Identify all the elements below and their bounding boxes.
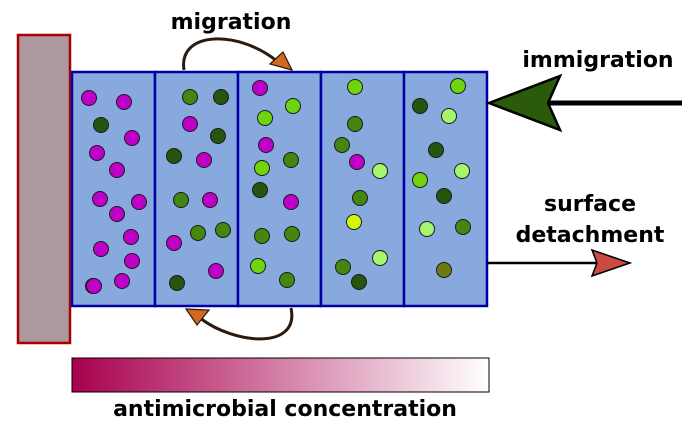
cell-dark-green: [213, 89, 229, 105]
cell-mid-green: [334, 137, 350, 153]
bacterial-cells: [81, 78, 471, 294]
cell-bright-green: [250, 258, 266, 274]
cell-magenta: [166, 235, 182, 251]
cell-magenta: [81, 90, 97, 106]
cell-magenta: [114, 273, 130, 289]
cell-dark-green: [436, 188, 452, 204]
cell-mid-green: [455, 219, 471, 235]
cell-magenta: [182, 116, 198, 132]
cell-dark-green: [169, 275, 185, 291]
cell-magenta: [349, 154, 365, 170]
cell-mid-green: [352, 190, 368, 206]
cell-bright-green: [347, 79, 363, 95]
immigration-label: immigration: [522, 48, 673, 73]
cell-bright-green: [257, 110, 273, 126]
cell-dark-green: [166, 148, 182, 164]
cell-magenta: [196, 152, 212, 168]
cell-dark-green: [93, 117, 109, 133]
cell-magenta: [93, 241, 109, 257]
cell-dark-green: [210, 128, 226, 144]
cell-magenta: [92, 191, 108, 207]
cell-bright-green: [412, 172, 428, 188]
cell-magenta: [109, 162, 125, 178]
cell-magenta: [123, 229, 139, 245]
cell-mid-green: [279, 272, 295, 288]
cell-mid-green: [283, 152, 299, 168]
cell-magenta: [124, 130, 140, 146]
cell-bright-green: [285, 98, 301, 114]
cell-mid-green: [347, 116, 363, 132]
cell-olive: [436, 262, 452, 278]
cell-light-green: [419, 221, 435, 237]
cell-magenta: [131, 194, 147, 210]
migration-arrow-bottom: [184, 307, 294, 341]
cell-bright-green: [450, 78, 466, 94]
cell-mid-green: [182, 89, 198, 105]
migration-arrow-top: [182, 37, 294, 71]
cell-dark-green: [428, 142, 444, 158]
cell-magenta: [86, 278, 102, 294]
compartment-1: [70, 70, 157, 308]
cell-magenta: [202, 192, 218, 208]
cell-mid-green: [254, 228, 270, 244]
cell-magenta: [258, 137, 274, 153]
cell-dark-green: [351, 274, 367, 290]
cell-dark-green: [412, 98, 428, 114]
immigration-arrow: [485, 73, 682, 133]
cell-mid-green: [190, 225, 206, 241]
cell-mid-green: [284, 226, 300, 242]
cell-bright-green: [254, 160, 270, 176]
cell-light-green: [454, 163, 470, 179]
surface-substrate: [16, 33, 72, 345]
cell-light-green: [372, 250, 388, 266]
cell-light-green: [441, 108, 457, 124]
cell-mid-green: [215, 222, 231, 238]
cell-light-green: [372, 163, 388, 179]
cell-magenta: [283, 194, 299, 210]
cell-magenta: [208, 263, 224, 279]
cell-magenta: [109, 206, 125, 222]
compartment-2: [153, 70, 240, 308]
surface-detachment-label-line1: surface: [544, 192, 636, 217]
compartment-4: [319, 70, 406, 308]
cell-dark-green: [252, 182, 268, 198]
cell-mid-green: [173, 192, 189, 208]
cell-magenta: [252, 80, 268, 96]
cell-magenta: [89, 145, 105, 161]
compartment-3: [236, 70, 323, 308]
cell-mid-green: [335, 259, 351, 275]
surface-detachment-label-line2: detachment: [516, 223, 665, 248]
concentration-gradient-bar: [71, 357, 490, 393]
detachment-arrow: [487, 248, 633, 278]
cell-magenta: [124, 253, 140, 269]
migration-label: migration: [171, 10, 292, 35]
gradient-label: antimicrobial concentration: [113, 397, 457, 422]
cell-yellow-green: [346, 214, 362, 230]
cell-magenta: [116, 94, 132, 110]
